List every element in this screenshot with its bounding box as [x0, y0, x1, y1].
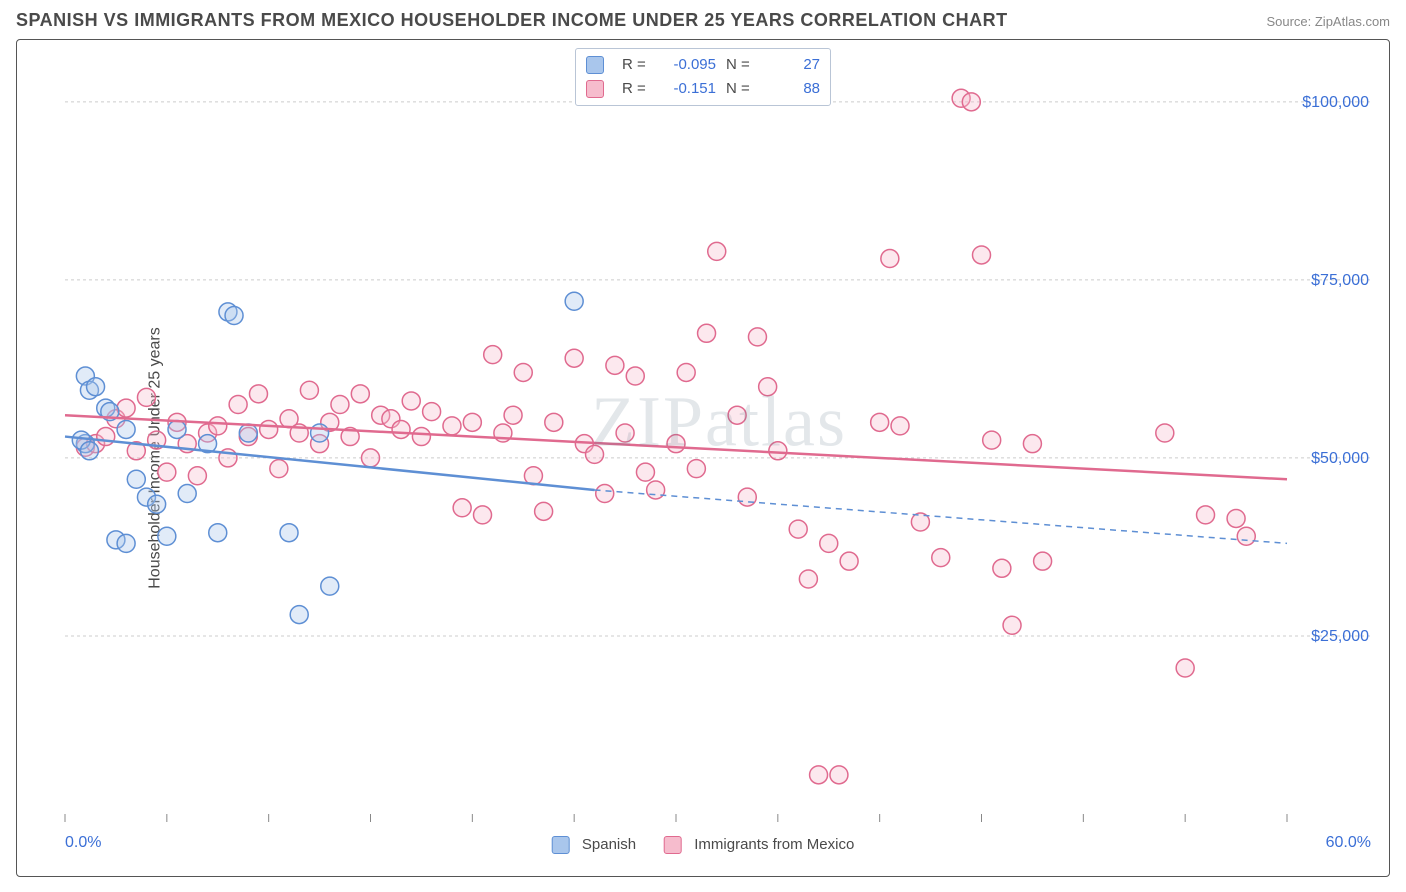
chart-title: SPANISH VS IMMIGRANTS FROM MEXICO HOUSEH…	[16, 10, 1008, 31]
swatch-mexico-icon	[664, 836, 682, 854]
scatter-svg: $25,000 $50,000 $75,000 $100,000	[61, 48, 1377, 828]
svg-text:$100,000: $100,000	[1302, 94, 1369, 111]
svg-text:$50,000: $50,000	[1311, 450, 1369, 467]
n-value-spanish: 27	[764, 53, 820, 77]
legend-item-spanish: Spanish	[552, 836, 636, 854]
r-value-spanish: -0.095	[660, 53, 716, 77]
stats-row-mexico: R = -0.151 N = 88	[586, 77, 820, 101]
swatch-spanish-icon	[552, 836, 570, 854]
stats-row-spanish: R = -0.095 N = 27	[586, 53, 820, 77]
chart-header: SPANISH VS IMMIGRANTS FROM MEXICO HOUSEH…	[0, 0, 1406, 39]
chart-container: Householder Income Under 25 years ZIPatl…	[16, 39, 1390, 877]
plot-area: ZIPatlas $25,000$50,000$75,000$100,000	[61, 48, 1377, 828]
legend-item-mexico: Immigrants from Mexico	[664, 836, 854, 854]
svg-text:$75,000: $75,000	[1311, 272, 1369, 289]
legend-label-spanish: Spanish	[582, 836, 636, 853]
series-legend: Spanish Immigrants from Mexico	[552, 836, 855, 854]
stats-legend: R = -0.095 N = 27 R = -0.151 N = 88	[575, 48, 831, 106]
chart-source: Source: ZipAtlas.com	[1266, 14, 1390, 29]
r-label: R =	[622, 77, 650, 101]
swatch-mexico-icon	[586, 80, 604, 98]
x-range-min: 0.0%	[65, 834, 101, 852]
legend-label-mexico: Immigrants from Mexico	[694, 836, 854, 853]
n-value-mexico: 88	[764, 77, 820, 101]
swatch-spanish-icon	[586, 56, 604, 74]
x-range-max: 60.0%	[1326, 834, 1371, 852]
r-label: R =	[622, 53, 650, 77]
n-label: N =	[726, 77, 754, 101]
n-label: N =	[726, 53, 754, 77]
svg-text:$25,000: $25,000	[1311, 628, 1369, 645]
r-value-mexico: -0.151	[660, 77, 716, 101]
